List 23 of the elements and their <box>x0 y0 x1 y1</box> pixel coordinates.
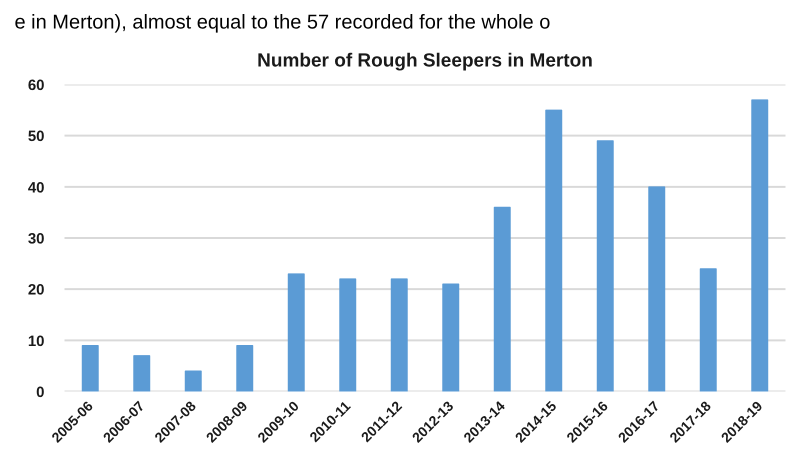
bar <box>288 273 305 392</box>
bar <box>648 186 666 392</box>
bar <box>339 278 356 392</box>
bar <box>82 344 99 392</box>
y-tick-label: 0 <box>36 384 44 401</box>
bar <box>442 284 460 392</box>
bar <box>133 355 150 392</box>
bar <box>184 370 202 392</box>
bar <box>236 344 254 392</box>
y-tick-label: 50 <box>28 128 45 146</box>
y-tick-label: 10 <box>28 332 45 350</box>
bar <box>545 110 562 392</box>
y-tick-label: 20 <box>28 282 45 299</box>
y-tick-label: 60 <box>28 77 45 94</box>
y-tick-label: 40 <box>28 179 45 196</box>
text: e in Merton), almost equal to the 57 recorded for the whole o <box>14 12 550 34</box>
bar <box>751 99 768 392</box>
chart-title: Number of Rough Sleepers in Merton <box>257 50 593 72</box>
y-tick-label: 30 <box>28 230 45 248</box>
bar <box>390 278 408 392</box>
bar <box>700 268 717 392</box>
bar <box>596 140 614 392</box>
bar <box>494 206 511 392</box>
